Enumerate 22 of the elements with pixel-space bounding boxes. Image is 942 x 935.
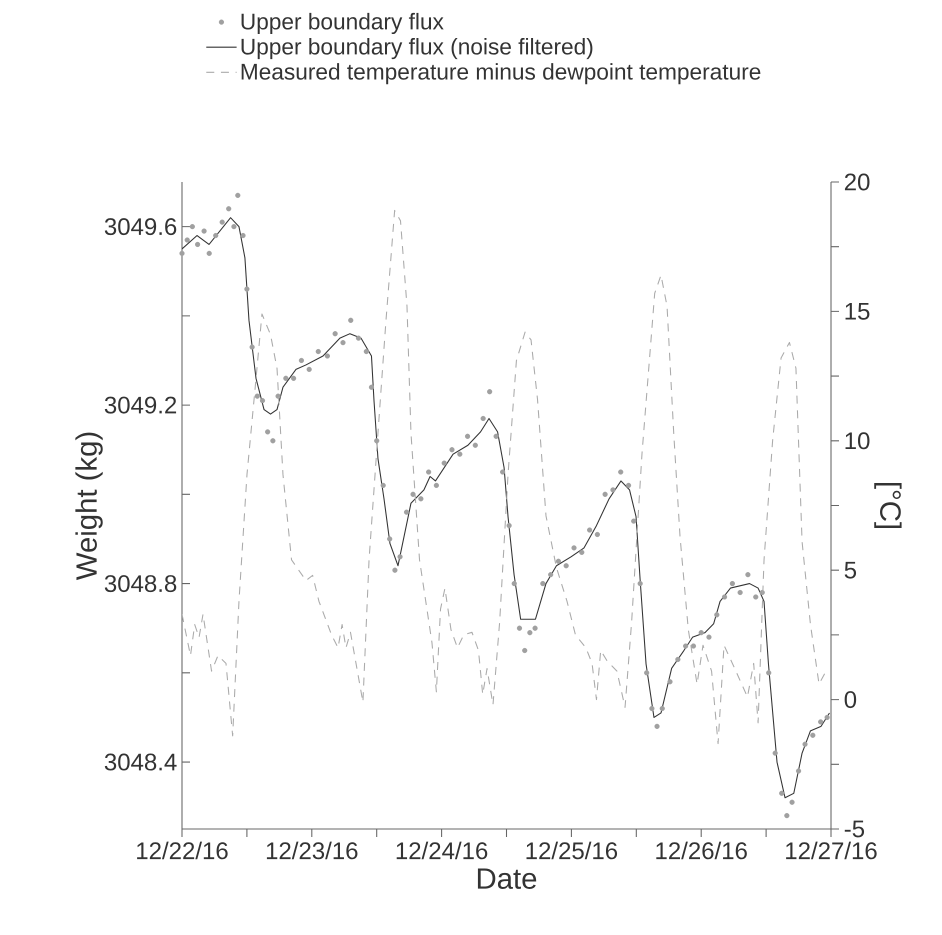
legend-label: Measured temperature minus dewpoint temperature xyxy=(242,63,760,84)
x-tick-label: 12/25/16 xyxy=(526,842,618,860)
y2-tick-label: 0 xyxy=(844,691,856,708)
x-tick-label: 12/26/16 xyxy=(656,842,747,860)
y-tick-label: 3049.2 xyxy=(104,396,176,414)
y-axis-title: Weight (kg) xyxy=(75,432,103,580)
y2-tick-label: 5 xyxy=(844,562,856,579)
x-tick-label: 12/27/16 xyxy=(786,842,877,860)
y-tick-label: 3048.4 xyxy=(104,754,177,771)
x-tick-label: 12/22/16 xyxy=(137,842,228,860)
y2-tick-label: 20 xyxy=(844,173,870,190)
legend-label: Upper boundary flux (noise filtered) xyxy=(242,38,592,60)
y2-axis-title: [°C] xyxy=(874,482,902,528)
x-tick-label: 12/24/16 xyxy=(396,842,488,860)
y2-tick-label: -5 xyxy=(844,820,864,838)
y-tick-label: 3049.6 xyxy=(104,218,176,236)
y2-tick-label: 10 xyxy=(846,432,870,450)
legend-label: Upper boundary flux xyxy=(242,12,444,34)
x-axis-title: Date xyxy=(478,868,536,889)
y-tick-label: 3048.8 xyxy=(104,575,176,592)
y2-tick-label: 15 xyxy=(846,303,870,320)
x-tick-label: 12/23/16 xyxy=(266,842,358,860)
